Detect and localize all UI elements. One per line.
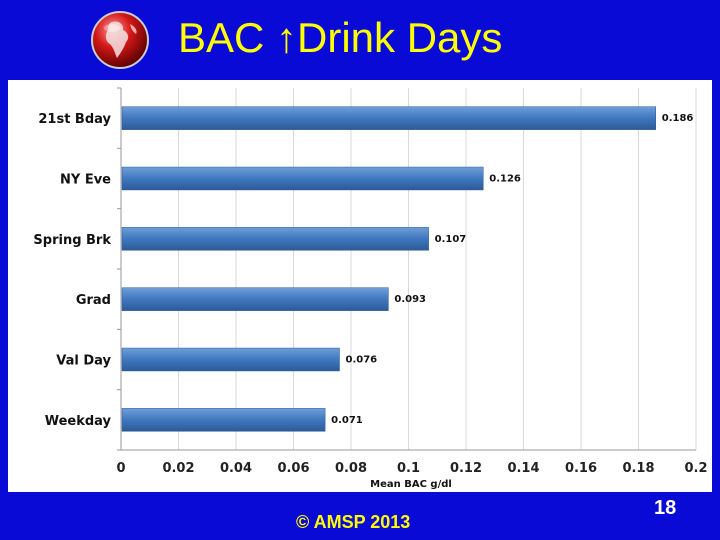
category-label: Grad [76,293,111,308]
data-label: 0.071 [331,415,363,426]
chart-panel: 0 0.02 0.04 0.06 0.08 0.1 0.12 0.14 0.16 0.18 0.2 2… [8,80,712,492]
x-tick-label: 0.08 [335,461,367,476]
bar [121,287,389,311]
x-axis-title: Mean BAC g/dl [370,479,452,490]
globe-logo-icon [91,11,149,69]
x-tick-label: 0.02 [162,461,194,476]
bar [121,408,326,432]
x-tick-label: 0.16 [565,461,597,476]
category-label: Val Day [56,354,111,369]
data-label: 0.076 [346,355,378,366]
copyright-footer: © AMSP 2013 [296,512,411,532]
x-tick-label: 0.06 [277,461,309,476]
bar-chart: 0 0.02 0.04 0.06 0.08 0.1 0.12 0.14 0.16 0.18 0.2 2… [33,87,708,490]
data-label: 0.126 [489,174,521,185]
bar [121,106,656,130]
category-label: Weekday [45,414,112,429]
category-label: NY Eve [60,173,111,188]
bar [121,166,484,191]
data-label: 0.107 [435,234,467,245]
x-tick-label: 0.2 [684,461,707,476]
bar [121,227,429,251]
data-label: 0.093 [394,294,426,305]
x-tick-label: 0.12 [450,461,482,476]
data-label: 0.186 [662,113,694,124]
x-tick-label: 0.1 [397,461,420,476]
x-tick-label: 0.18 [622,461,654,476]
x-tick-label: 0.14 [507,461,539,476]
category-label: Spring Brk [33,233,111,248]
bar [121,347,340,372]
x-tick-label: 0.04 [220,461,252,476]
slide-title: BAC ↑Drink Days [178,14,503,61]
slide-number: 18 [654,497,677,519]
x-tick-label: 0 [116,461,125,476]
category-label: 21st Bday [38,112,111,127]
